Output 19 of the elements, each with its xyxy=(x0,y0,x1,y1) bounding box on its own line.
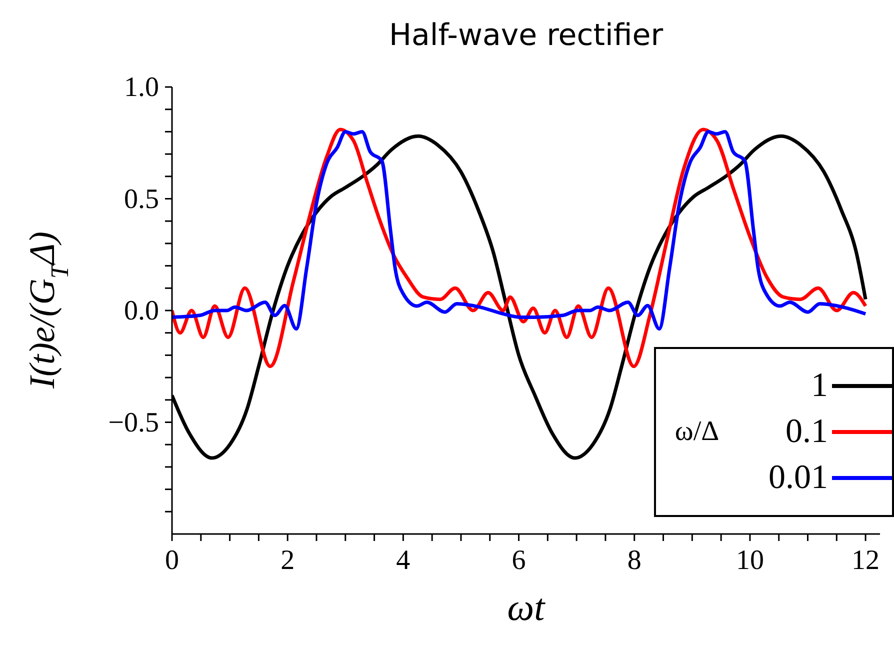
y-tick-label: −0.5 xyxy=(108,407,159,438)
y-tick-label: 0.5 xyxy=(124,184,159,215)
legend-title: ω/Δ xyxy=(674,416,720,448)
y-tick-label: 0.0 xyxy=(124,296,159,326)
y-tick-label: 1.0 xyxy=(124,72,159,103)
legend-label: 0.1 xyxy=(786,413,828,451)
x-tick-label: 4 xyxy=(396,545,410,576)
x-tick-label: 6 xyxy=(512,545,526,576)
x-tick-label: 10 xyxy=(736,545,764,576)
x-axis-title: ωt xyxy=(507,587,546,629)
legend-label: 1 xyxy=(811,367,828,405)
x-tick-label: 0 xyxy=(165,545,179,576)
line-series xyxy=(172,128,868,368)
chart-title: Half-wave rectifier xyxy=(388,18,664,53)
x-tick-label: 8 xyxy=(627,545,642,576)
x-tick-label: 12 xyxy=(852,545,880,576)
x-tick-label: 2 xyxy=(280,545,295,576)
legend-label: 0.01 xyxy=(768,459,828,497)
line-series xyxy=(172,130,868,331)
